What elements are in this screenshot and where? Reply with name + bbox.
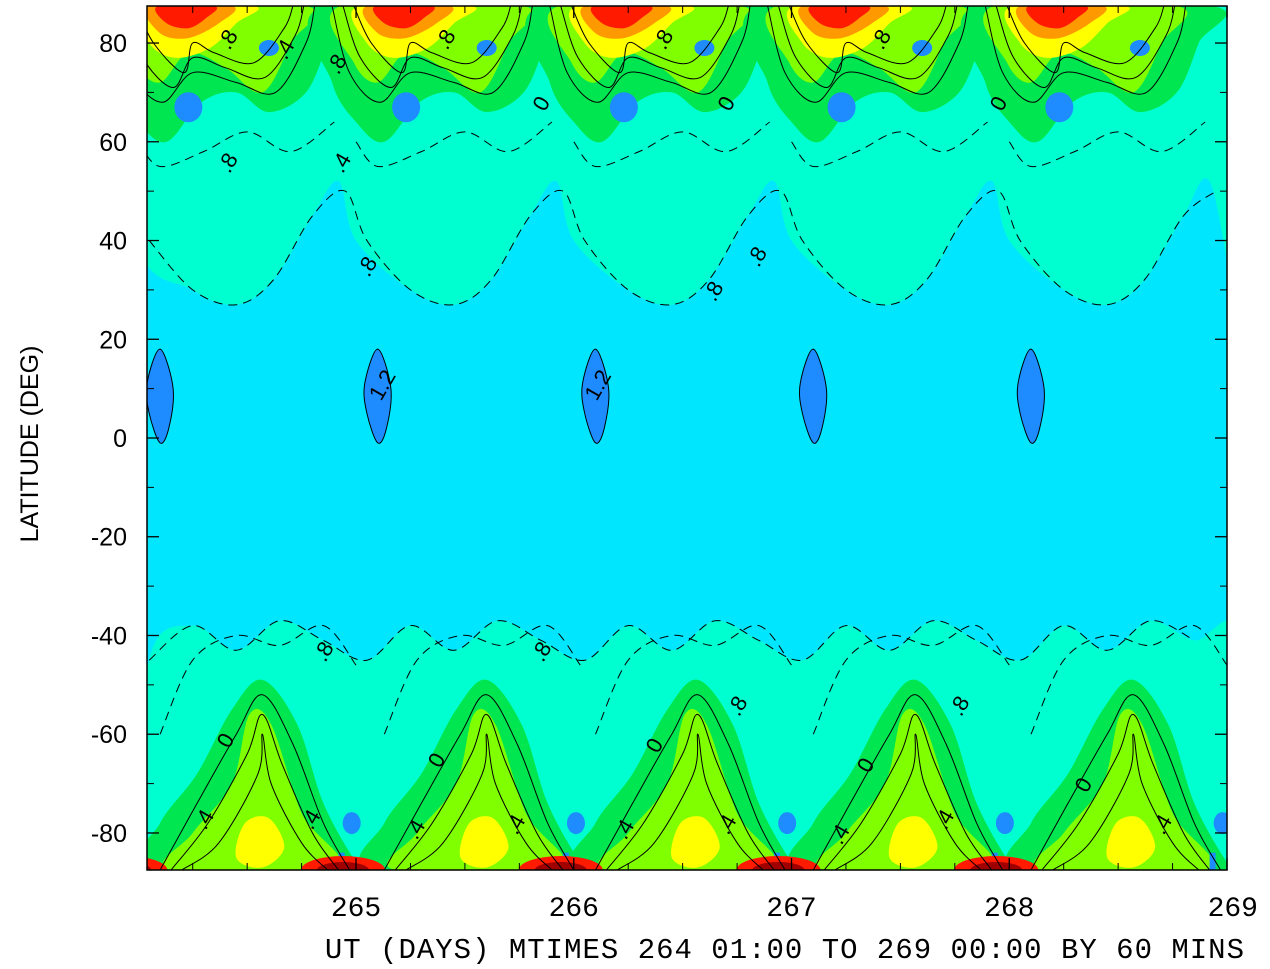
contour-south-268-0 bbox=[1030, 694, 1221, 870]
y-tick-label-2: -40 bbox=[91, 622, 127, 650]
north-lobe-day-265 bbox=[307, 6, 574, 143]
contour-south-265-2 bbox=[405, 733, 553, 870]
equator-blob-day-267 bbox=[798, 348, 828, 444]
y-tick-label-6: 40 bbox=[99, 228, 127, 256]
equator-blob-day-265 bbox=[363, 348, 392, 444]
contour-north-mid-dash bbox=[148, 189, 1217, 306]
north-lobe-day-264 bbox=[147, 6, 356, 143]
plot-area bbox=[147, 6, 1227, 870]
contour-south-264-0 bbox=[159, 694, 350, 870]
contour-north-265-0 bbox=[331, 6, 533, 103]
x-axis-title: UT (DAYS) MTIMES 264 01:00 TO 269 00:00 … bbox=[325, 934, 1245, 967]
x-tick-label-2: 267 bbox=[766, 894, 816, 925]
contour-north-dash-268 bbox=[1008, 121, 1206, 168]
y-axis-title: LATITUDE (DEG) bbox=[16, 346, 44, 543]
north-lobe-day-267 bbox=[743, 6, 1009, 143]
contour-south-266-0 bbox=[595, 694, 786, 870]
north-lobe-day-268 bbox=[960, 6, 1227, 143]
contour-north-dash-265 bbox=[355, 121, 553, 168]
contour-north-266-0 bbox=[549, 6, 751, 103]
y-tick-label-1: -60 bbox=[91, 721, 127, 749]
north-lobe-day-266 bbox=[525, 6, 791, 143]
equator-blob-day-264 bbox=[147, 348, 174, 444]
contour-north-dash-266 bbox=[573, 121, 770, 168]
contour-south-dash-265 bbox=[383, 624, 581, 735]
contour-south-266-1 bbox=[606, 714, 775, 870]
contour-north-266-2 bbox=[571, 6, 729, 74]
contour-north-265-1 bbox=[342, 6, 522, 89]
contour-south-dash-267 bbox=[812, 624, 1010, 735]
contour-north-267-2 bbox=[788, 6, 947, 74]
y-tick-label-5: 20 bbox=[99, 326, 127, 354]
equator-blob-day-268 bbox=[1016, 348, 1045, 444]
contour-south-268-2 bbox=[1052, 733, 1200, 870]
contour-north-264-1 bbox=[147, 6, 305, 89]
contour-north-268-2 bbox=[1006, 6, 1165, 74]
x-tick-label-4: 269 bbox=[1208, 894, 1258, 925]
contour-north-268-0 bbox=[984, 6, 1187, 103]
contour-north-266-1 bbox=[560, 6, 740, 89]
contour-south-267-2 bbox=[834, 733, 982, 870]
contour-south-266-2 bbox=[617, 733, 764, 870]
y-tick-labels: -80 -60 -40 -20 0 20 40 60 80 bbox=[91, 30, 127, 848]
y-tick-label-3: -20 bbox=[91, 524, 127, 552]
x-tick-labels: 265 266 267 268 269 bbox=[331, 894, 1258, 925]
contour-north-267-0 bbox=[767, 6, 969, 103]
contour-south-267-0 bbox=[812, 694, 1004, 870]
equator-blob-day-266 bbox=[581, 348, 610, 444]
contour-north-268-1 bbox=[995, 6, 1176, 89]
contour-south-267-1 bbox=[823, 714, 993, 870]
x-tick-label-0: 265 bbox=[331, 894, 381, 925]
contour-south-dash-268 bbox=[1030, 624, 1227, 735]
y-tick-label-8: 80 bbox=[99, 30, 127, 58]
contour-north-267-1 bbox=[778, 6, 958, 89]
y-tick-label-4: 0 bbox=[113, 425, 127, 453]
south-lobe-day-268 bbox=[954, 679, 1227, 870]
contour-north-264-0 bbox=[147, 6, 316, 103]
contour-south-dash-264 bbox=[159, 624, 357, 735]
contour-south-268-1 bbox=[1041, 714, 1211, 870]
contour-north-dash-267 bbox=[791, 121, 988, 168]
contour-south-265-0 bbox=[383, 694, 575, 870]
x-tick-label-1: 266 bbox=[549, 894, 599, 925]
axis-ticks bbox=[147, 6, 1228, 870]
y-tick-label-7: 60 bbox=[99, 129, 127, 157]
contour-lines bbox=[147, 6, 1227, 870]
contour-north-264-2 bbox=[147, 6, 294, 74]
contour-south-dash-266 bbox=[595, 624, 792, 735]
contour-south-265-1 bbox=[394, 714, 564, 870]
y-tick-label-0: -80 bbox=[91, 820, 127, 848]
contour-north-dash-264 bbox=[147, 121, 335, 168]
contour-south-264-2 bbox=[181, 733, 329, 870]
contour-south-264-1 bbox=[170, 714, 340, 870]
x-tick-label-3: 268 bbox=[984, 894, 1034, 925]
contour-north-265-2 bbox=[353, 6, 512, 74]
